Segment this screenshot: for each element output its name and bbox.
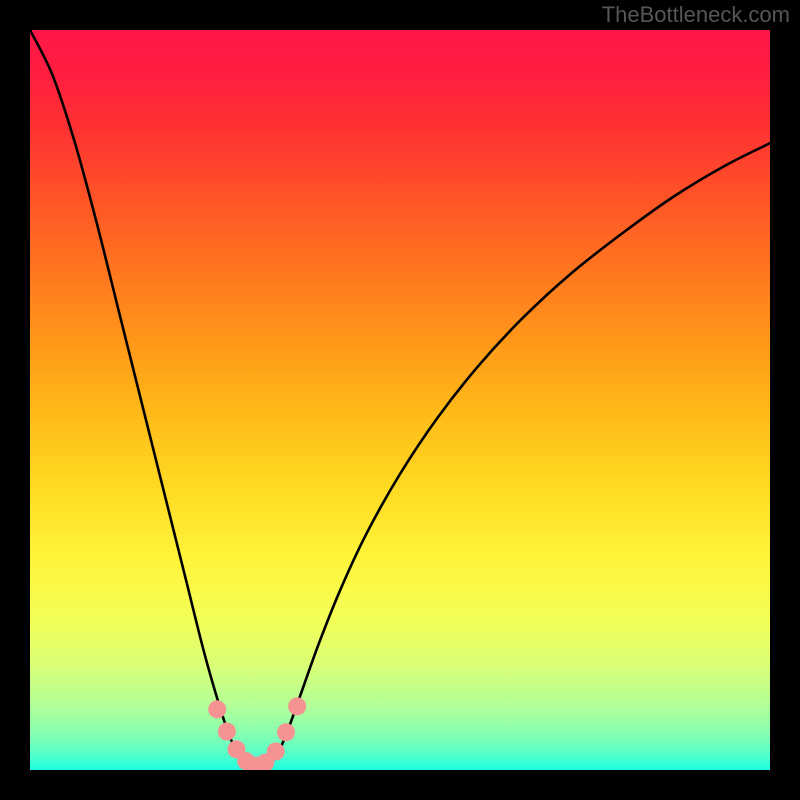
curve-marker xyxy=(277,723,295,741)
chart-svg xyxy=(30,30,770,770)
curve-marker xyxy=(208,700,226,718)
watermark-text: TheBottleneck.com xyxy=(602,2,790,28)
chart-root: TheBottleneck.com xyxy=(0,0,800,800)
plot-area xyxy=(30,30,770,770)
curve-marker xyxy=(218,723,236,741)
curve-marker xyxy=(267,743,285,761)
curve-marker xyxy=(288,697,306,715)
